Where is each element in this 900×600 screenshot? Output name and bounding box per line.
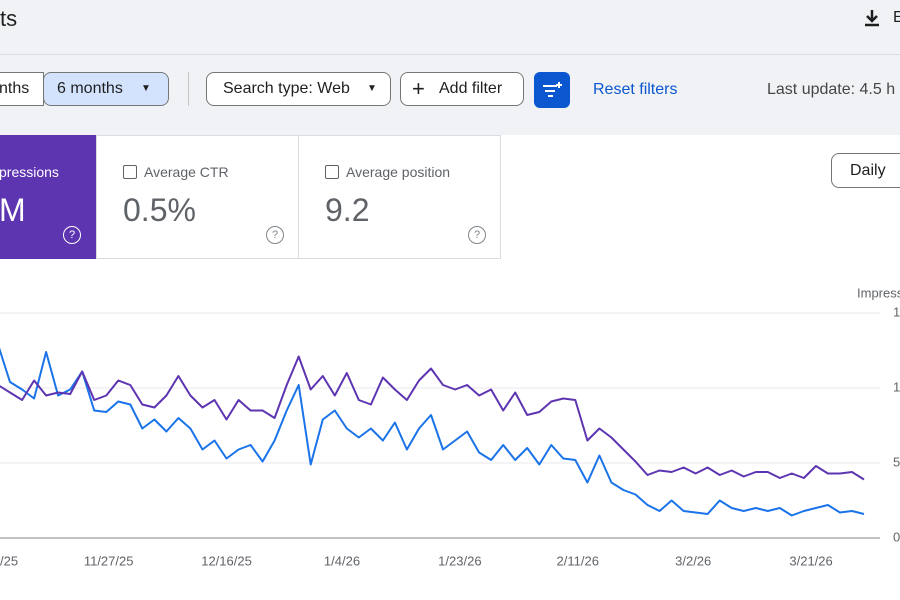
y-tick-label: 1 [893, 304, 900, 319]
metric-card[interactable]: Average CTR 0.5% ? [96, 135, 299, 259]
x-tick-label: /25 [0, 553, 18, 568]
x-tick-label: 12/16/25 [201, 553, 252, 568]
date-chip[interactable]: nths [0, 72, 44, 106]
metric-label: pressions [0, 164, 59, 180]
search-type-chip[interactable]: Search type: Web ▼ [206, 72, 391, 106]
chip-text: Add filter [439, 80, 503, 97]
series-line [0, 347, 865, 517]
metric-label: Average position [346, 164, 451, 180]
x-tick-label: 3/2/26 [675, 553, 711, 568]
help-icon[interactable]: ? [63, 226, 81, 244]
filter-button[interactable] [534, 72, 570, 108]
metric-value: M [0, 192, 26, 228]
y-tick-label: 1 [893, 379, 900, 394]
download-icon[interactable] [862, 8, 882, 28]
toolbar-area: ts E nths 6 months ▼ Search type: Web ▼ + A… [0, 0, 900, 135]
y-axis-label: Impress [857, 285, 900, 300]
export-button[interactable]: E [893, 9, 900, 26]
x-tick-label: 1/4/26 [324, 553, 360, 568]
granularity-button[interactable]: Daily [831, 153, 900, 188]
x-tick-label: 11/27/25 [84, 553, 134, 568]
date-chip-selected[interactable]: 6 months ▼ [43, 72, 169, 106]
reset-filters[interactable]: Reset filters [593, 81, 678, 98]
chip-text: Search type: Web [223, 80, 350, 97]
metric-value: 9.2 [325, 192, 370, 228]
y-tick-label: 0 [893, 529, 900, 544]
y-tick-label: 5 [893, 454, 900, 469]
x-tick-label: 1/23/26 [438, 553, 481, 568]
help-icon[interactable]: ? [468, 226, 486, 244]
add-filter-chip[interactable]: + Add filter [400, 72, 524, 106]
metric-label: Average CTR [144, 164, 229, 180]
metric-card-selected[interactable]: pressions M ? [0, 135, 96, 259]
checkbox[interactable] [123, 165, 137, 179]
checkbox[interactable] [325, 165, 339, 179]
metric-value: 0.5% [123, 192, 196, 228]
metric-card[interactable]: Average position 9.2 ? [298, 135, 501, 259]
x-tick-label: 3/21/26 [789, 553, 832, 568]
chip-text: 6 months [57, 80, 123, 97]
divider [0, 54, 900, 55]
help-icon[interactable]: ? [266, 226, 284, 244]
last-update: Last update: 4.5 h [767, 81, 896, 98]
x-tick-label: 2/11/26 [557, 553, 599, 568]
series-line [0, 355, 865, 481]
page-title: ts [0, 6, 18, 31]
separator [188, 72, 189, 106]
